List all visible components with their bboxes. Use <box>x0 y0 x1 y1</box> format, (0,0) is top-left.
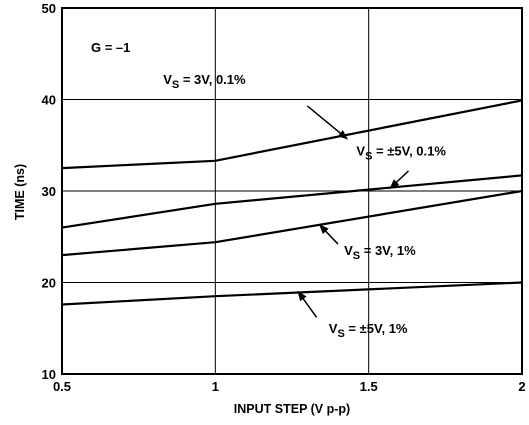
arrow-icon <box>318 224 339 245</box>
plot-frame <box>61 7 523 375</box>
series-annotation-1: VS = 3V, 0.1% <box>163 72 348 140</box>
series-lines <box>61 99 523 306</box>
x-tick-label: 1.5 <box>360 379 378 394</box>
y-tick-label: 50 <box>42 1 56 16</box>
annotations: VS = 3V, 0.1% VS = ±5V, 0.1% VS = 3V, 1% VS… <box>163 72 446 340</box>
arrow-icon <box>306 105 348 140</box>
x-tick-label: 1 <box>212 379 219 394</box>
series-label: VS = 3V, 1% <box>344 243 416 262</box>
x-axis-title: INPUT STEP (V p-p) <box>234 402 350 416</box>
grid <box>62 8 522 374</box>
x-tick-label: 0.5 <box>53 379 71 394</box>
y-tick-label: 10 <box>42 367 56 382</box>
series-line-3 <box>61 189 523 257</box>
y-tick-label: 20 <box>42 276 56 291</box>
y-tick-label: 30 <box>42 184 56 199</box>
series-line-4 <box>61 281 523 306</box>
series-annotation-3: VS = 3V, 1% <box>318 224 416 262</box>
arrow-icon <box>389 170 410 189</box>
y-tick-label: 40 <box>42 93 56 108</box>
plot-border <box>61 7 523 375</box>
y-axis-title: TIME (ns) <box>13 164 27 220</box>
gain-label: G = –1 <box>91 40 130 55</box>
series-label: VS = ±5V, 1% <box>329 321 408 340</box>
series-label: VS = ±5V, 0.1% <box>356 143 446 162</box>
arrow-icon <box>297 290 318 318</box>
series-annotation-2: VS = ±5V, 0.1% <box>356 143 446 189</box>
tick-labels: 0.5 1 1.5 2 10 20 30 40 50 <box>42 1 526 394</box>
series-annotation-4: VS = ±5V, 1% <box>297 290 408 340</box>
series-line-1 <box>61 99 523 170</box>
x-tick-label: 2 <box>518 379 525 394</box>
series-label: VS = 3V, 0.1% <box>163 72 246 91</box>
series-line-2 <box>61 174 523 229</box>
